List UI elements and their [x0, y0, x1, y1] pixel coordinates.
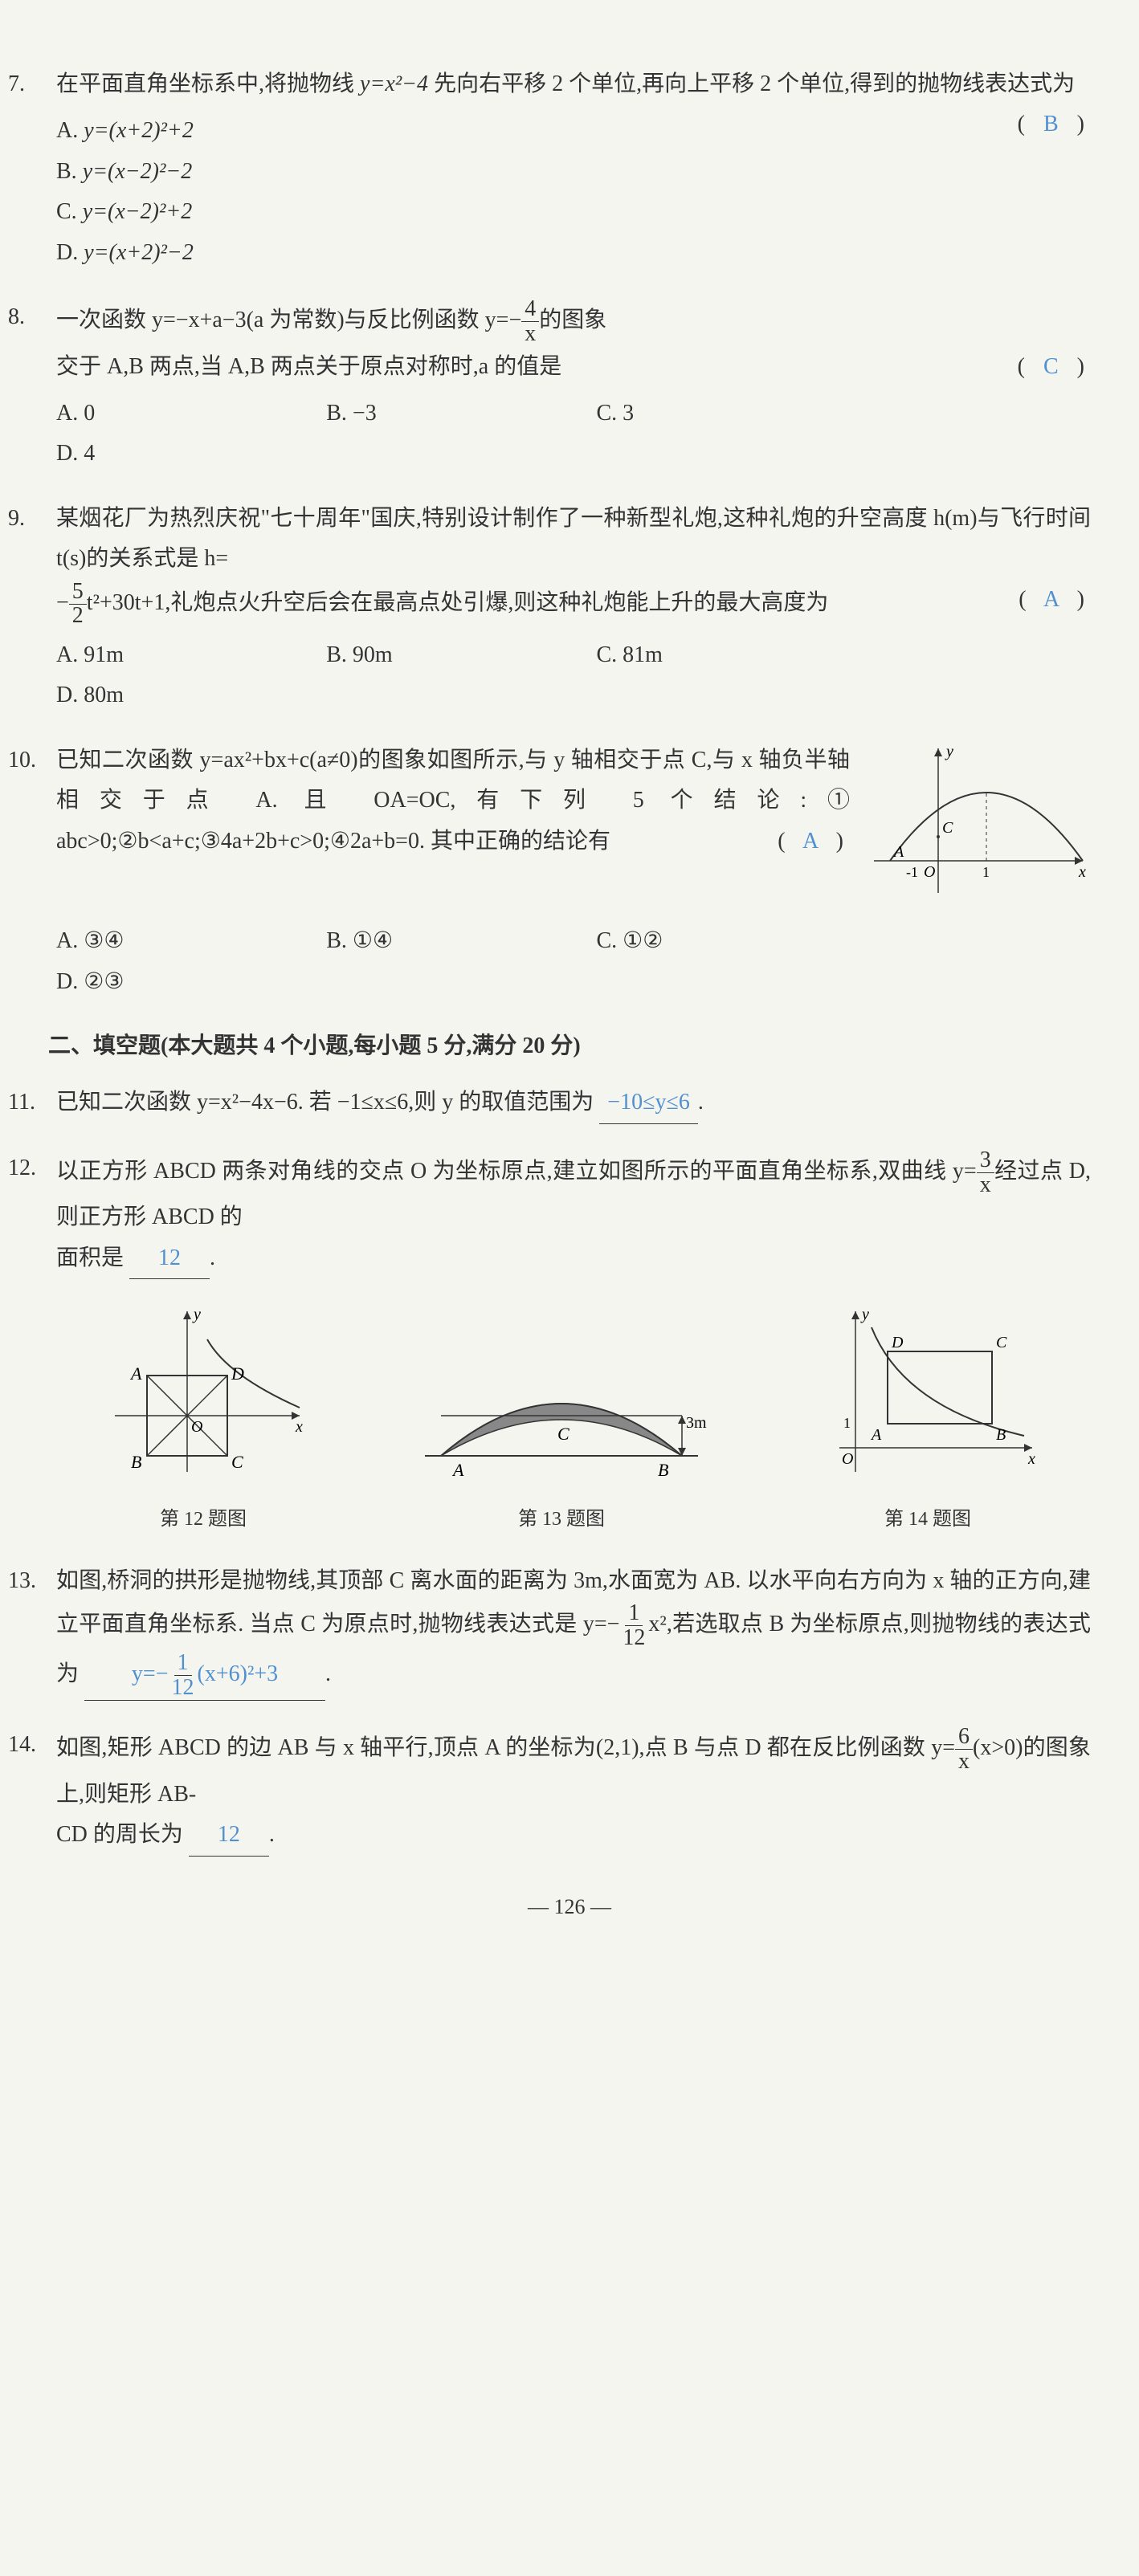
- svg-text:y: y: [192, 1306, 201, 1323]
- question-14: 14. 如图,矩形 ABCD 的边 AB 与 x 轴平行,顶点 A 的坐标为(2…: [48, 1725, 1091, 1856]
- option: A. ③④: [56, 921, 294, 961]
- options: A. 91m B. 90m C. 81m D. 80m: [56, 635, 1091, 716]
- svg-text:C: C: [557, 1424, 570, 1444]
- svg-text:1: 1: [843, 1415, 851, 1431]
- figure-svg: A B C D O x y: [99, 1303, 308, 1480]
- option: B. ①④: [326, 921, 564, 961]
- option: D. 80m: [56, 675, 294, 715]
- blank-answer: y=−112(x+6)²+3: [84, 1651, 325, 1702]
- q-num: 10.: [8, 740, 36, 781]
- figure-caption: 第 14 题图: [815, 1502, 1040, 1537]
- option: B. 90m: [326, 635, 564, 675]
- svg-text:C: C: [231, 1452, 243, 1472]
- option: A. y=(x+2)²+2: [56, 111, 517, 151]
- figure-caption: 第 12 题图: [99, 1502, 308, 1537]
- svg-text:C: C: [996, 1334, 1007, 1351]
- svg-text:A: A: [129, 1363, 142, 1384]
- question-10: 10. x y O A C -1 1 已知二次函数 y=ax²+bx+c(a≠0…: [48, 740, 1091, 1002]
- parabola-graph: x y O A C -1 1: [866, 740, 1091, 915]
- answer-slot: ( A ): [1019, 580, 1091, 620]
- answer-slot: ( B ): [1018, 104, 1091, 145]
- figure-svg: A B C D O 1 x y: [815, 1303, 1040, 1480]
- q-num: 11.: [8, 1082, 35, 1123]
- answer-slot: ( A ): [778, 821, 850, 862]
- options: A. ③④ B. ①④ C. ①② D. ②③: [56, 921, 1091, 1002]
- figure-13: A B C 3m 第 13 题图: [409, 1335, 714, 1537]
- q-num: 12.: [8, 1148, 36, 1188]
- svg-text:x: x: [1027, 1450, 1035, 1468]
- question-8: 8. 一次函数 y=−x+a−3(a 为常数)与反比例函数 y=−4x的图象 交…: [48, 297, 1091, 475]
- option: A. 0: [56, 393, 294, 434]
- section-title: 二、填空题(本大题共 4 个小题,每小题 5 分,满分 20 分): [48, 1026, 1091, 1066]
- figure-svg: A B C 3m: [409, 1335, 714, 1480]
- svg-text:1: 1: [982, 864, 990, 880]
- option: D. 4: [56, 434, 294, 474]
- fraction: 52: [69, 580, 87, 630]
- q-num: 8.: [8, 297, 25, 337]
- svg-text:A: A: [892, 843, 904, 861]
- q-num: 14.: [8, 1725, 36, 1765]
- option: B. y=(x−2)²−2: [56, 152, 517, 192]
- svg-text:3m: 3m: [686, 1414, 707, 1432]
- question-11: 11. 已知二次函数 y=x²−4x−6. 若 −1≤x≤6,则 y 的取值范围…: [48, 1082, 1091, 1123]
- svg-text:y: y: [860, 1306, 869, 1323]
- fraction: 6x: [955, 1725, 973, 1775]
- blank-answer: 12: [129, 1238, 210, 1279]
- svg-text:x: x: [295, 1418, 303, 1436]
- page-number: — 126 —: [48, 1889, 1091, 1926]
- svg-text:y: y: [945, 743, 953, 760]
- svg-text:B: B: [131, 1452, 141, 1472]
- figures-row: A B C D O x y 第 12 题图 A B C 3m 第 13 题图: [48, 1303, 1091, 1537]
- option: C. ①②: [596, 921, 834, 961]
- options: A. 0 B. −3 C. 3 D. 4: [56, 393, 1091, 475]
- fraction: 4x: [521, 297, 539, 347]
- question-9: 9. 某烟花厂为热烈庆祝"七十周年"国庆,特别设计制作了一种新型礼炮,这种礼炮的…: [48, 499, 1091, 716]
- q-text: 在平面直角坐标系中,将抛物线 y=x²−4 先向右平移 2 个单位,再向上平移 …: [56, 64, 1091, 104]
- answer-slot: ( C ): [1018, 347, 1091, 387]
- option: C. 3: [596, 393, 834, 434]
- q-num: 13.: [8, 1561, 36, 1601]
- figure-caption: 第 13 题图: [409, 1502, 714, 1537]
- question-7: 7. 在平面直角坐标系中,将抛物线 y=x²−4 先向右平移 2 个单位,再向上…: [48, 64, 1091, 273]
- svg-text:O: O: [842, 1450, 853, 1468]
- option: C. y=(x−2)²+2: [56, 192, 517, 232]
- svg-text:D: D: [891, 1334, 904, 1351]
- q-num: 7.: [8, 64, 25, 104]
- svg-text:A: A: [451, 1460, 464, 1480]
- q-text: 某烟花厂为热烈庆祝"七十周年"国庆,特别设计制作了一种新型礼炮,这种礼炮的升空高…: [56, 499, 1091, 580]
- blank-answer: 12: [189, 1815, 269, 1856]
- figure-14: A B C D O 1 x y 第 14 题图: [815, 1303, 1040, 1537]
- fraction: 3x: [977, 1148, 994, 1198]
- svg-text:-1: -1: [906, 864, 918, 880]
- graph-svg: x y O A C -1 1: [866, 740, 1091, 901]
- svg-text:O: O: [191, 1418, 202, 1436]
- svg-text:O: O: [924, 863, 935, 881]
- figure-12: A B C D O x y 第 12 题图: [99, 1303, 308, 1537]
- options: A. y=(x+2)²+2 B. y=(x−2)²−2 C. y=(x−2)²+…: [56, 111, 1018, 273]
- blank-answer: −10≤y≤6: [599, 1082, 698, 1123]
- q-text: 一次函数 y=−x+a−3(a 为常数)与反比例函数 y=−4x的图象: [56, 297, 1091, 347]
- option: B. −3: [326, 393, 564, 434]
- option: D. y=(x+2)²−2: [56, 233, 517, 273]
- fraction: 112: [619, 1601, 648, 1651]
- option: A. 91m: [56, 635, 294, 675]
- svg-text:A: A: [870, 1426, 882, 1444]
- svg-text:B: B: [658, 1460, 668, 1480]
- option: D. ②③: [56, 962, 294, 1002]
- svg-text:B: B: [996, 1426, 1006, 1444]
- question-12: 12. 以正方形 ABCD 两条对角线的交点 O 为坐标原点,建立如图所示的平面…: [48, 1148, 1091, 1279]
- option: C. 81m: [596, 635, 834, 675]
- svg-text:D: D: [231, 1363, 244, 1384]
- question-13: 13. 如图,桥洞的拱形是抛物线,其顶部 C 离水面的距离为 3m,水面宽为 A…: [48, 1561, 1091, 1702]
- svg-text:x: x: [1078, 863, 1086, 881]
- svg-text:C: C: [942, 819, 953, 837]
- q-num: 9.: [8, 499, 25, 539]
